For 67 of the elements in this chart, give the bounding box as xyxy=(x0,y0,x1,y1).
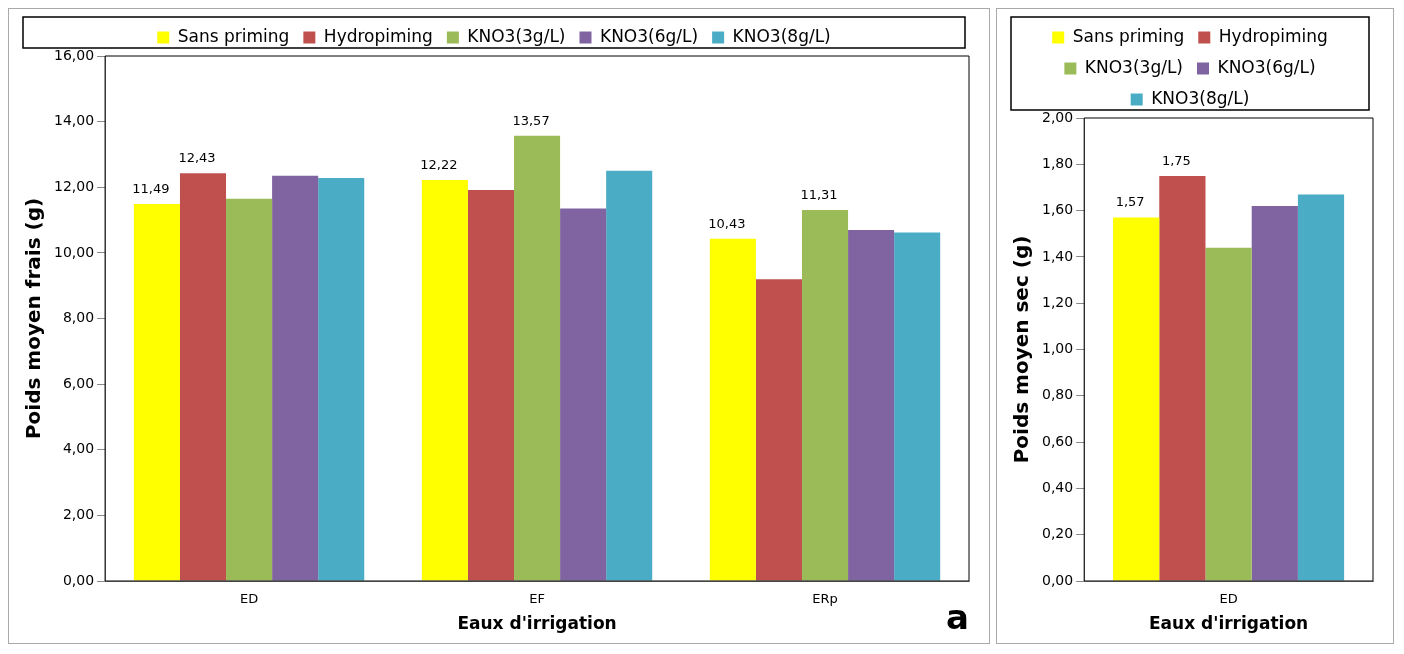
y-tick-label: 0,40 xyxy=(1042,479,1074,496)
bar xyxy=(133,203,180,581)
legend-label: KNO3(6g/L) xyxy=(1217,56,1316,77)
bar xyxy=(318,178,365,581)
data-label: 11,31 xyxy=(800,186,838,202)
y-tick-label: 0,00 xyxy=(1042,571,1074,588)
bar xyxy=(514,135,561,581)
x-tick-label: ED xyxy=(239,591,259,607)
legend-label: KNO3(8g/L) xyxy=(732,25,831,46)
x-axis-title: Eaux d'irrigation xyxy=(457,613,617,634)
y-tick-label: 0,80 xyxy=(1042,386,1074,403)
y-axis-title: Poids moyen frais (g) xyxy=(21,197,46,440)
bar xyxy=(272,175,319,581)
bar xyxy=(848,229,895,581)
y-tick-label: 0,00 xyxy=(62,571,95,588)
data-label: 13,57 xyxy=(512,112,550,128)
data-label: 12,43 xyxy=(178,150,216,166)
bar xyxy=(801,209,849,581)
y-axis-title: Poids moyen sec (g) xyxy=(1009,235,1034,464)
legend-label: KNO3(6g/L) xyxy=(599,25,699,46)
y-tick-label: 1,40 xyxy=(1042,247,1074,264)
data-label: 12,22 xyxy=(420,156,458,172)
y-tick-label: 2,00 xyxy=(1042,108,1074,125)
bar xyxy=(1113,217,1160,581)
y-tick-label: 1,60 xyxy=(1042,201,1074,218)
legend-label: KNO3(8g/L) xyxy=(1151,87,1250,108)
y-tick-label: 14,00 xyxy=(53,112,95,129)
data-label: 1,75 xyxy=(1161,152,1191,168)
y-tick-label: 8,00 xyxy=(62,309,95,326)
y-tick-label: 1,80 xyxy=(1042,154,1074,171)
x-axis-title: Eaux d'irrigation xyxy=(1148,613,1309,634)
legend-label: KNO3(3g/L) xyxy=(467,25,566,46)
bar xyxy=(1159,175,1206,581)
y-tick-label: 10,00 xyxy=(53,243,95,260)
bar xyxy=(755,279,802,581)
legend-label: Sans priming xyxy=(177,25,290,46)
bar xyxy=(421,180,468,581)
legend-label: KNO3(3g/L) xyxy=(1084,56,1184,77)
y-tick-label: 6,00 xyxy=(62,374,95,391)
y-tick-label: 1,00 xyxy=(1042,340,1074,357)
x-tick-label: ED xyxy=(1219,591,1238,607)
bar xyxy=(1297,194,1345,581)
legend-label: Hydropiming xyxy=(1218,25,1328,46)
x-tick-label: EF xyxy=(529,591,545,607)
y-tick-label: 1,20 xyxy=(1042,293,1074,310)
text: a xyxy=(946,596,969,637)
bar xyxy=(1205,247,1252,581)
x-tick-label: ERp xyxy=(812,591,838,607)
bar xyxy=(560,208,607,581)
bar xyxy=(606,170,653,581)
data-label: 1,57 xyxy=(1115,194,1145,210)
y-tick-label: 0,60 xyxy=(1042,432,1074,449)
bar xyxy=(894,232,941,581)
legend-label: Sans priming xyxy=(1072,25,1185,46)
y-tick-label: 2,00 xyxy=(62,506,95,523)
y-tick-label: 16,00 xyxy=(53,46,95,63)
bar xyxy=(226,198,273,581)
y-tick-label: 4,00 xyxy=(62,440,95,457)
data-label: 10,43 xyxy=(708,215,746,231)
legend-label: Hydropiming xyxy=(323,25,433,46)
bar xyxy=(709,238,756,581)
y-tick-label: 0,20 xyxy=(1042,525,1074,542)
bar xyxy=(179,173,227,581)
data-label: 11,49 xyxy=(132,180,170,196)
bar xyxy=(467,189,514,581)
y-tick-label: 12,00 xyxy=(53,177,95,194)
bar xyxy=(1251,205,1298,581)
